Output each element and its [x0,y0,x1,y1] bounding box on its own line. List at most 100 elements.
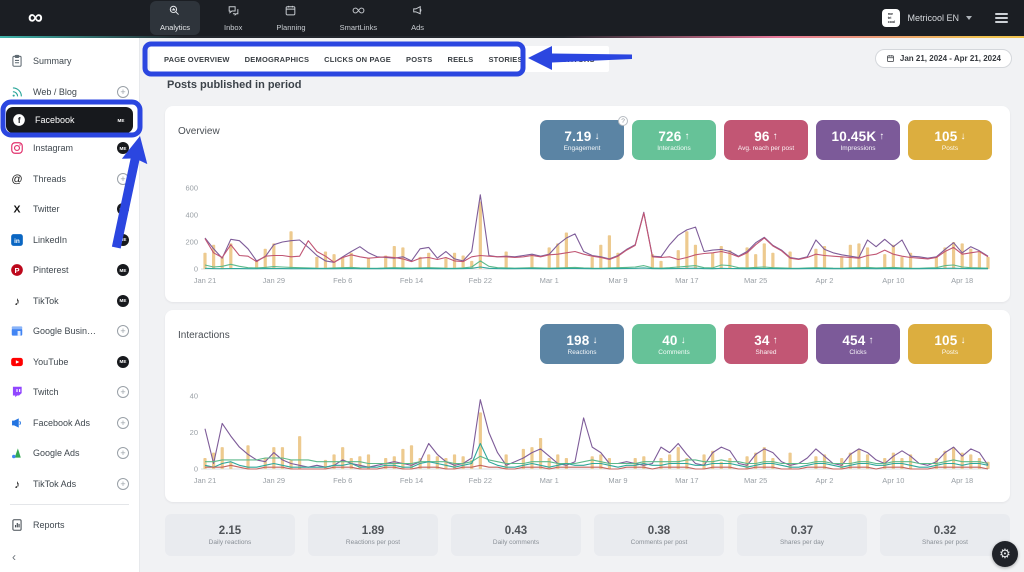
sidebar-item-google-ads[interactable]: Google Ads+ [0,438,139,469]
svg-text:Apr 18: Apr 18 [951,476,973,485]
trend-arrow-icon: ↓ [592,335,597,346]
overview-card: Overview 7.19↓Engagement?726↑Interaction… [165,106,1010,302]
primary-nav: Analytics Inbox Planning SmartLinks Ads [150,1,434,35]
sidebar-item-facebook-ads[interactable]: Facebook Ads+ [0,408,139,439]
calendar-icon [886,50,895,68]
sidebar-item-pinterest[interactable]: PPinterestME [0,255,139,286]
sidebar-item-twitch[interactable]: Twitch+ [0,377,139,408]
svg-text:600: 600 [185,184,198,193]
summary-card-comments-per-post: 0.38Comments per post [594,514,724,556]
stat-chip-comments[interactable]: 40↓Comments [632,324,716,364]
hamburger-menu-icon[interactable] [995,13,1008,23]
add-profile-button[interactable]: + [117,478,129,490]
add-profile-button[interactable]: + [117,447,129,459]
summary-icon [10,54,24,68]
profile-avatar-badge[interactable]: ME [117,295,129,307]
stat-chip-clicks[interactable]: 454↑Clicks [816,324,900,364]
sidebar-item-facebook[interactable]: fFacebookME [6,107,133,133]
profile-avatar-badge[interactable]: ME [117,203,129,215]
stat-chip-reactions[interactable]: 198↓Reactions [540,324,624,364]
svg-text:Mar 1: Mar 1 [540,276,559,285]
tab-demographics[interactable]: DEMOGRAPHICS [245,55,310,64]
summary-card-shares-per-day: 0.37Shares per day [737,514,867,556]
sidebar-item-linkedin[interactable]: inLinkedInME [0,225,139,256]
stat-chip-interactions[interactable]: 726↑Interactions [632,120,716,160]
profile-avatar-badge[interactable]: ME [115,114,127,126]
sidebar-collapse-button[interactable]: ‹ [12,550,16,564]
tab-posts[interactable]: POSTS [406,55,432,64]
trend-arrow-icon: ↓ [960,131,965,142]
sidebar-item-summary[interactable]: Summary [0,46,139,77]
date-range-picker[interactable]: Jan 21, 2024 - Apr 21, 2024 [875,49,1012,68]
sidebar-item-threads[interactable]: @Threads+ [0,164,139,195]
svg-text:Feb 14: Feb 14 [400,276,423,285]
nav-item-planning[interactable]: Planning [266,1,315,35]
add-profile-button[interactable]: + [117,86,129,98]
svg-text:Jan 29: Jan 29 [263,476,286,485]
sidebar-item-tiktok[interactable]: ♪TikTokME [0,286,139,317]
profile-avatar-badge[interactable]: ME [117,234,129,246]
nav-item-inbox[interactable]: Inbox [214,1,252,35]
brand-accent-line [0,36,1024,38]
add-profile-button[interactable]: + [117,325,129,337]
tiktok-icon: ♪ [10,294,24,308]
trend-arrow-icon: ↑ [773,131,778,142]
tab-page-overview[interactable]: PAGE OVERVIEW [164,55,230,64]
stat-chip-posts[interactable]: 105↓Posts [908,120,992,160]
planning-icon [284,4,297,22]
nav-item-analytics[interactable]: Analytics [150,1,200,35]
metricool-logo-icon[interactable]: ∞ [28,8,42,28]
add-profile-button[interactable]: + [117,173,129,185]
svg-text:Mar 25: Mar 25 [744,476,767,485]
tab-reels[interactable]: REELS [447,55,473,64]
profile-avatar-badge[interactable]: ME [117,142,129,154]
sidebar-item-twitter[interactable]: XTwitterME [0,194,139,225]
profile-avatar-badge[interactable]: ME [117,264,129,276]
ads-icon [411,4,424,22]
svg-text:0: 0 [194,265,198,274]
account-avatar[interactable]: me tri cool [882,9,900,27]
smartlinks-icon [352,4,365,22]
sidebar-item-tiktok-ads[interactable]: ♪TikTok Ads+ [0,469,139,500]
svg-text:Apr 18: Apr 18 [951,276,973,285]
summary-metrics-row: 2.15Daily reactions1.89Reactions per pos… [165,514,1010,556]
sidebar-item-web-blog[interactable]: Web / Blog+ [0,77,139,108]
sidebar-item-google-business[interactable]: Google Business ...+ [0,316,139,347]
profile-avatar-badge[interactable]: ME [117,356,129,368]
tab-competitors[interactable]: COMPETITORS [538,55,595,64]
sidebar-item-youtube[interactable]: YouTubeME [0,347,139,378]
svg-text:Mar 1: Mar 1 [540,476,559,485]
nav-item-ads[interactable]: Ads [401,1,434,35]
svg-text:400: 400 [185,211,198,220]
metricool-dashboard: ∞ Analytics Inbox Planning SmartLinks Ads me… [0,0,1024,572]
add-profile-button[interactable]: + [117,386,129,398]
chevron-down-icon [966,16,972,20]
account-menu[interactable]: me tri cool Metricool EN [882,9,1008,27]
stat-chip-posts[interactable]: 105↓Posts [908,324,992,364]
tab-stories[interactable]: STORIES [488,55,522,64]
add-profile-button[interactable]: + [117,417,129,429]
sidebar-divider [10,504,129,505]
trend-arrow-icon: ↑ [684,131,689,142]
trend-arrow-icon: ↑ [773,335,778,346]
gear-icon: ⚙ [999,546,1011,562]
tab-clicks-on-page[interactable]: CLICKS ON PAGE [324,55,391,64]
facebook-analytics-tabs: PAGE OVERVIEW DEMOGRAPHICS CLICKS ON PAGE P… [150,46,609,72]
top-bar: ∞ Analytics Inbox Planning SmartLinks Ads me… [0,0,1024,36]
svg-text:Mar 17: Mar 17 [675,276,698,285]
nav-item-smartlinks[interactable]: SmartLinks [330,1,388,35]
sidebar-item-reports[interactable]: Reports [0,510,139,541]
stat-chip-engagement[interactable]: 7.19↓Engagement? [540,120,624,160]
instagram-icon [10,141,24,155]
stat-chip-impressions[interactable]: 10.45K↑Impressions [816,120,900,160]
stat-chip-avg-reach-per-post[interactable]: 96↑Avg. reach per post [724,120,808,160]
svg-text:Apr 10: Apr 10 [882,476,904,485]
sidebar-item-instagram[interactable]: InstagramME [0,133,139,164]
help-icon[interactable]: ? [618,116,628,126]
main-content: PAGE OVERVIEW DEMOGRAPHICS CLICKS ON PAGE P… [140,38,1024,572]
stat-chip-shared[interactable]: 34↑Shared [724,324,808,364]
settings-fab[interactable]: ⚙ [992,541,1018,567]
svg-text:20: 20 [190,428,198,437]
page-title: Posts published in period [167,79,301,91]
overview-card-title: Overview [178,126,220,137]
